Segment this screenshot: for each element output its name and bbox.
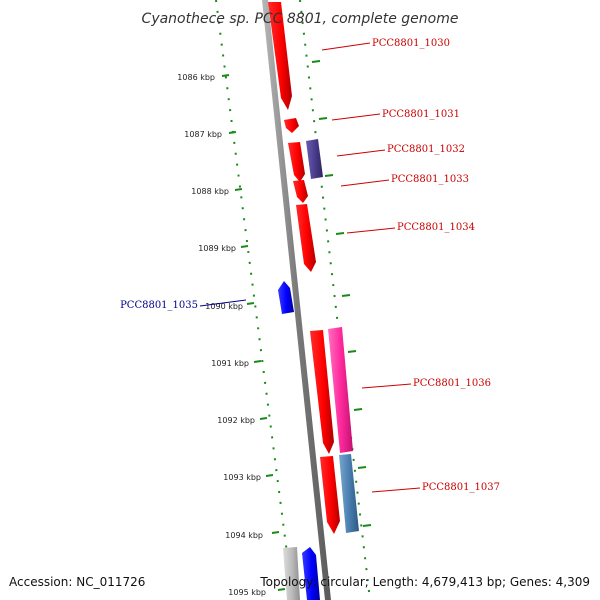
tick-marks: [221, 60, 372, 591]
label-leaders: [199, 42, 421, 493]
tick-label-1087: 1087 kbp: [184, 130, 222, 139]
feature-pink-block[interactable]: [328, 327, 353, 453]
gene-pcc8801-1033-arrow[interactable]: [293, 180, 308, 203]
gene-pcc8801-1035-arrow[interactable]: [278, 281, 294, 314]
gene-pcc8801-1036-arrow[interactable]: [310, 330, 334, 454]
gene-label-1033[interactable]: PCC8801_1033: [391, 174, 469, 185]
outer-track-guide: [299, 0, 371, 600]
gene-pcc8801-1030-arrow[interactable]: [268, 2, 292, 110]
tick-label-1090: 1090 kbp: [205, 302, 243, 311]
inner-track-guide: [215, 0, 294, 600]
tick-label-1092: 1092 kbp: [217, 416, 255, 425]
genome-backbone: [262, 0, 331, 600]
feature-gray-block[interactable]: [283, 547, 300, 600]
feature-steel-block[interactable]: [339, 454, 359, 533]
tick-label-1088: 1088 kbp: [191, 187, 229, 196]
tick-label-1089: 1089 kbp: [198, 244, 236, 253]
map-title: Cyanothece sp. PCC 8801, complete genome: [142, 11, 459, 27]
accession-text: Accession: NC_011726: [9, 575, 145, 589]
gene-pcc8801-1037-arrow[interactable]: [320, 456, 340, 534]
gene-pcc8801-1034-arrow[interactable]: [296, 204, 316, 272]
gene-pcc8801-1032-arrow[interactable]: [288, 142, 305, 182]
tick-label-1091: 1091 kbp: [211, 359, 249, 368]
tick-label-1093: 1093 kbp: [223, 473, 261, 482]
gene-label-1032[interactable]: PCC8801_1032: [387, 144, 465, 155]
gene-pcc8801-1031-arrow[interactable]: [284, 118, 299, 133]
gene-label-1030[interactable]: PCC8801_1030: [372, 38, 450, 49]
tick-label-1086: 1086 kbp: [177, 73, 215, 82]
gene-label-1036[interactable]: PCC8801_1036: [413, 378, 491, 389]
tick-label-1094: 1094 kbp: [225, 531, 263, 540]
feature-blue-arrow-bottom[interactable]: [302, 547, 320, 600]
gene-label-1031[interactable]: PCC8801_1031: [382, 109, 460, 120]
gene-label-1034[interactable]: PCC8801_1034: [397, 222, 475, 233]
feature-purple-block[interactable]: [306, 139, 323, 179]
tick-label-1095: 1095 kbp: [228, 588, 266, 597]
gene-label-1035[interactable]: PCC8801_1035: [120, 300, 198, 311]
topology-text: Topology: circular; Length: 4,679,413 bp…: [259, 575, 590, 589]
gene-label-1037[interactable]: PCC8801_1037: [422, 482, 500, 493]
